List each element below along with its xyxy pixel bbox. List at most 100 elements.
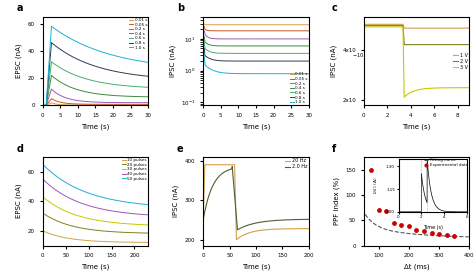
0.8 s xyxy=(252,59,257,63)
Line: 40 pulses: 40 pulses xyxy=(43,179,148,215)
20 Hz xyxy=(201,218,206,222)
Text: c: c xyxy=(332,3,338,13)
2 V xyxy=(464,43,469,46)
Experimental data xyxy=(435,232,443,237)
10 pulses xyxy=(45,231,51,235)
0.8 s xyxy=(283,59,289,63)
1 V xyxy=(464,27,469,30)
Text: a: a xyxy=(16,3,23,13)
1.0 s xyxy=(252,72,257,75)
1.0 s xyxy=(142,60,148,64)
0.01 s xyxy=(91,103,97,107)
10 pulses xyxy=(123,240,128,244)
0.2 s xyxy=(303,37,309,40)
1.0 s xyxy=(303,72,309,75)
2.0 Hz xyxy=(245,223,250,227)
1.0 s xyxy=(45,76,51,79)
2.0 Hz xyxy=(235,228,240,231)
0.05 s xyxy=(306,29,311,32)
10 pulses xyxy=(40,229,46,232)
0.01 s xyxy=(123,103,129,107)
30 pulses xyxy=(45,199,51,203)
20 pulses xyxy=(40,211,46,215)
20 Hz xyxy=(251,230,256,233)
Legend: Fitting curve, Experimental data: Fitting curve, Experimental data xyxy=(423,158,468,167)
1 V xyxy=(401,27,407,30)
0.05 s xyxy=(146,103,151,106)
40 pulses xyxy=(88,205,94,208)
Legend: 20 Hz, 2.0 Hz: 20 Hz, 2.0 Hz xyxy=(285,158,308,170)
1.0 s xyxy=(91,47,97,51)
0.8 s xyxy=(123,72,129,75)
0.2 s xyxy=(252,37,257,40)
Line: 20 Hz: 20 Hz xyxy=(203,165,309,240)
Text: b: b xyxy=(177,3,184,13)
0.01 s xyxy=(306,23,311,27)
Fitting curve xyxy=(464,235,470,239)
0.05 s xyxy=(142,103,148,106)
0.4 s xyxy=(89,91,94,95)
Y-axis label: IPSC (nA): IPSC (nA) xyxy=(173,185,180,217)
Line: 0.2 s: 0.2 s xyxy=(203,31,309,39)
3 V xyxy=(410,90,415,93)
X-axis label: Time (s): Time (s) xyxy=(402,124,431,130)
Line: 10 pulses: 10 pulses xyxy=(43,231,148,242)
10 pulses xyxy=(91,239,97,243)
30 pulses xyxy=(146,223,151,227)
0.6 s xyxy=(306,52,311,55)
30 pulses xyxy=(142,223,148,227)
0.05 s xyxy=(89,103,94,106)
50 pulses xyxy=(45,168,51,171)
40 pulses xyxy=(40,177,46,181)
1 V xyxy=(464,27,469,30)
0.8 s xyxy=(201,47,206,50)
2.0 Hz xyxy=(251,222,256,225)
Fitting curve xyxy=(412,232,418,236)
Fitting curve xyxy=(466,235,472,239)
30 pulses xyxy=(40,195,46,198)
0.05 s xyxy=(40,104,46,107)
1.0 s xyxy=(89,47,94,50)
0.2 s xyxy=(283,37,289,40)
0.01 s xyxy=(283,23,289,27)
Line: 0.8 s: 0.8 s xyxy=(203,49,309,61)
2.0 Hz xyxy=(306,218,311,221)
0.05 s xyxy=(249,29,255,32)
2 V xyxy=(366,24,372,27)
Experimental data xyxy=(375,208,383,212)
0.01 s xyxy=(146,103,151,107)
0.4 s xyxy=(252,44,257,48)
40 pulses xyxy=(146,213,151,217)
20 pulses xyxy=(146,231,151,235)
10 pulses xyxy=(88,239,94,242)
0.4 s xyxy=(40,104,46,107)
0.01 s xyxy=(303,23,309,27)
0.4 s xyxy=(306,44,311,48)
2.0 Hz xyxy=(298,218,303,221)
1.0 s xyxy=(303,72,309,75)
Line: 0.6 s: 0.6 s xyxy=(203,42,309,53)
0.6 s xyxy=(89,79,94,82)
20 Hz xyxy=(303,227,309,230)
20 Hz xyxy=(202,163,208,166)
2 V xyxy=(466,43,472,46)
20 Hz xyxy=(277,227,283,231)
0.6 s xyxy=(40,104,46,107)
Legend: 10 pulses, 20 pulses, 30 pulses, 40 pulses, 50 pulses: 10 pulses, 20 pulses, 30 pulses, 40 puls… xyxy=(121,158,147,181)
0.6 s xyxy=(283,52,289,55)
2.0 Hz xyxy=(277,218,283,222)
Line: 0.05 s: 0.05 s xyxy=(43,98,148,105)
0.8 s xyxy=(142,74,148,78)
Line: 0.4 s: 0.4 s xyxy=(43,75,148,105)
3 V xyxy=(412,89,418,92)
0.01 s xyxy=(45,103,51,106)
Experimental data xyxy=(390,220,398,225)
0.2 s xyxy=(306,37,311,40)
0.6 s xyxy=(206,49,211,53)
0.2 s xyxy=(201,29,206,32)
Y-axis label: PPF index (%): PPF index (%) xyxy=(334,177,340,225)
Y-axis label: EPSC (nA): EPSC (nA) xyxy=(16,44,22,78)
0.2 s xyxy=(206,36,211,39)
0.8 s xyxy=(306,59,311,63)
0.01 s xyxy=(49,101,55,104)
